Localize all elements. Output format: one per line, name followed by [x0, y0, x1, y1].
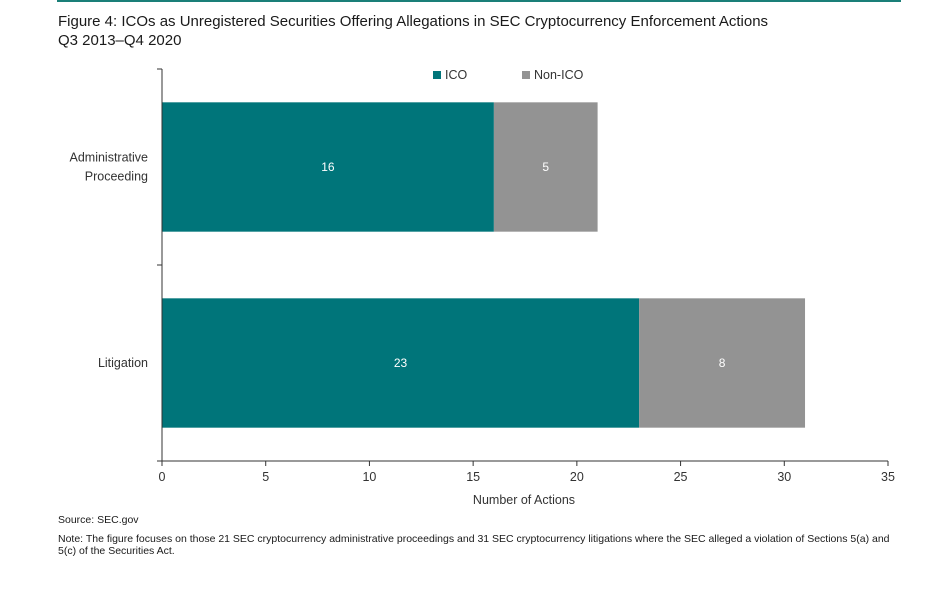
bar-non-ico-1 — [493, 102, 598, 232]
bar-non-ico-2 — [639, 298, 806, 428]
data-label: 5 — [542, 160, 549, 174]
data-label: 8 — [719, 356, 726, 370]
figure-title: Figure 4: ICOs as Unregistered Securitie… — [58, 12, 768, 50]
title-line-1: Figure 4: ICOs as Unregistered Securitie… — [58, 13, 769, 30]
x-tick-label: 25 — [674, 470, 688, 484]
x-tick-label: 0 — [159, 470, 166, 484]
x-tick-label: 20 — [570, 470, 584, 484]
footnote: Note: The figure focuses on those 21 SEC… — [58, 533, 890, 557]
legend: ICO Non-ICO — [433, 68, 584, 82]
legend-label: Non-ICO — [534, 68, 584, 82]
bars: 16 5 Administrative Proceeding 23 8 Litigation — [70, 102, 806, 428]
axes: 0 5 10 15 20 25 30 35 — [157, 68, 895, 484]
top-rule — [57, 0, 901, 2]
x-tick-label: 15 — [466, 470, 480, 484]
legend-swatch-non-ico — [522, 71, 530, 79]
category-label: Litigation — [98, 356, 148, 370]
bar-ico-2 — [162, 298, 640, 428]
title-line-2: Q3 2013–Q4 2020 — [58, 32, 182, 49]
data-label: 23 — [394, 356, 408, 370]
x-tick-label: 5 — [262, 470, 269, 484]
x-tick-label: 10 — [362, 470, 376, 484]
x-axis-title: Number of Actions — [473, 493, 575, 507]
category-label: Administrative Proceeding — [70, 151, 149, 184]
source-note: Source: SEC.gov — [58, 514, 139, 526]
data-label: 16 — [321, 160, 335, 174]
x-tick-label: 35 — [881, 470, 895, 484]
legend-label: ICO — [445, 68, 468, 82]
bar-ico-1 — [162, 102, 494, 232]
x-tick-label: 30 — [777, 470, 791, 484]
legend-swatch-ico — [433, 71, 441, 79]
